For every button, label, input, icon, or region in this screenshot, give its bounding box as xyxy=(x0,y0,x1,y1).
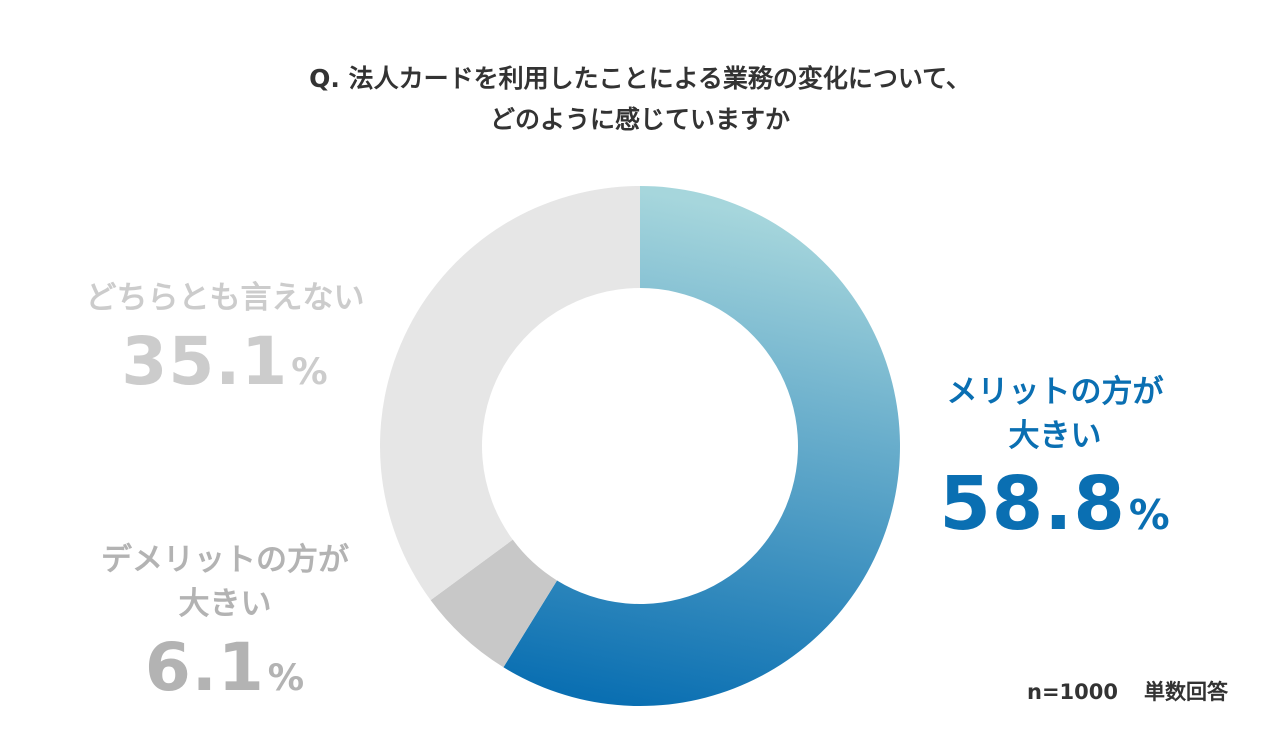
label-merit-text-1: メリットの方が xyxy=(946,374,1164,410)
chart-title-line-2: どのように感じていますか xyxy=(489,105,790,134)
label-demerit-value: 6.1% xyxy=(80,630,370,716)
label-demerit-text-1: デメリットの方が xyxy=(101,542,349,578)
label-demerit-unit: % xyxy=(267,656,306,699)
answer-type: 単数回答 xyxy=(1144,680,1228,704)
label-neutral-text-1: どちらとも言えない xyxy=(85,280,365,316)
slice-demerit xyxy=(430,539,558,668)
slice-merit xyxy=(503,186,900,706)
chart-title: Q. 法人カードを利用したことによる業務の変化について、 どのように感じています… xyxy=(0,58,1280,140)
label-merit-value: 58.8% xyxy=(925,464,1185,555)
label-neutral-value: 35.1% xyxy=(70,324,380,410)
label-demerit: デメリットの方が 大きい 6.1% xyxy=(80,538,370,716)
chart-title-line-1: Q. 法人カードを利用したことによる業務の変化について、 xyxy=(309,64,971,93)
label-neutral-unit: % xyxy=(291,350,329,393)
label-merit-number: 58.8 xyxy=(939,461,1126,547)
label-merit-text-2: 大きい xyxy=(1008,418,1102,454)
slice-neutral xyxy=(380,186,640,601)
label-demerit-number: 6.1 xyxy=(144,629,265,706)
label-merit-unit: % xyxy=(1128,491,1171,539)
sample-size: n=1000 xyxy=(1027,680,1118,704)
label-merit: メリットの方が 大きい 58.8% xyxy=(925,370,1185,555)
sample-note: n=1000 単数回答 xyxy=(1027,676,1228,706)
label-neutral-number: 35.1 xyxy=(121,323,289,400)
label-demerit-text-2: 大きい xyxy=(178,586,272,622)
label-neutral: どちらとも言えない 35.1% xyxy=(70,276,380,410)
